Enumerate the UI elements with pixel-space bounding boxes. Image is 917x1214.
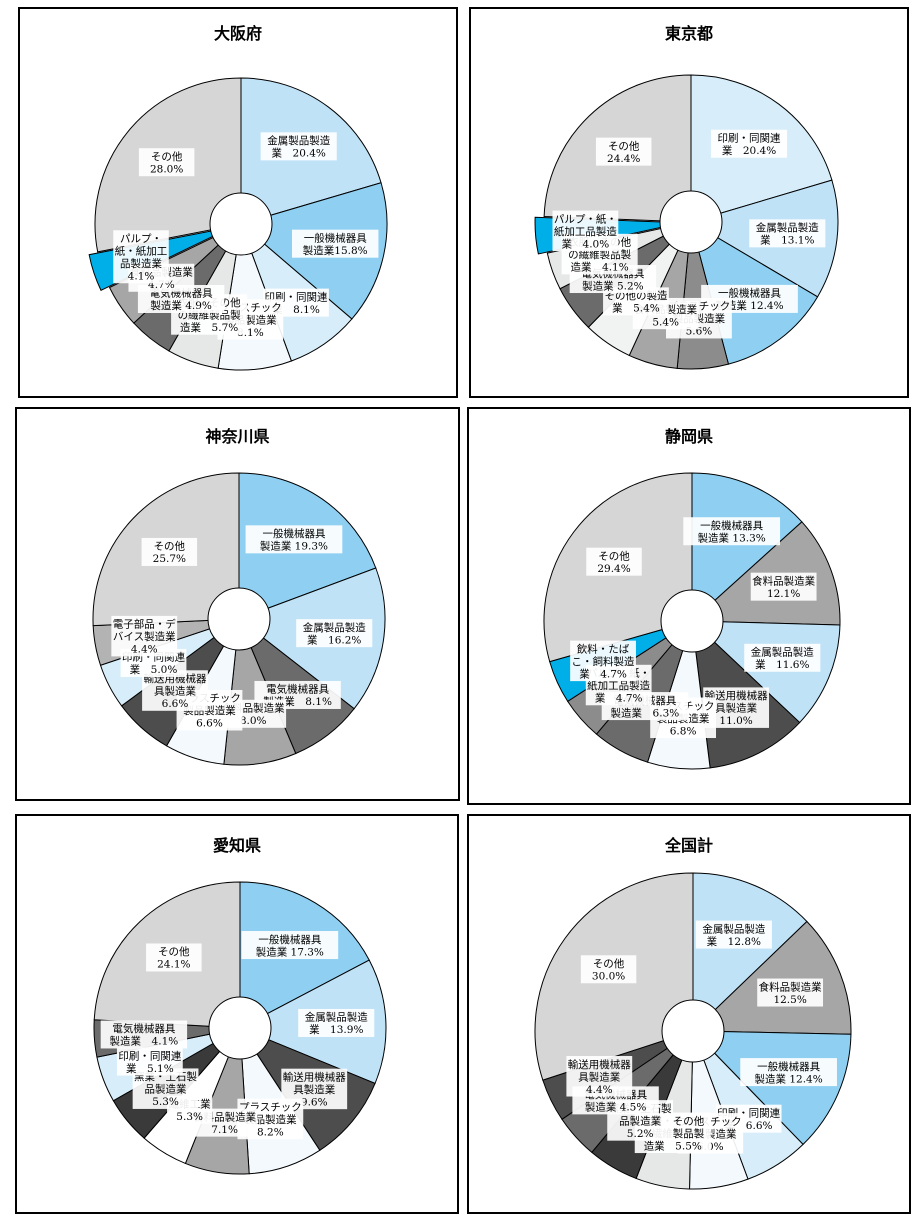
slice-label-bg bbox=[141, 537, 198, 566]
slice-label: 金属製品製造業 13.1% bbox=[756, 221, 819, 247]
slice-label: 一般機械器具製造業 13.3% bbox=[698, 519, 766, 545]
slice-label-bg bbox=[750, 572, 817, 601]
donut-hole bbox=[659, 190, 723, 254]
slice-label-bg bbox=[292, 229, 379, 258]
chart-title: 東京都 bbox=[664, 24, 713, 43]
slice-label-bg bbox=[142, 670, 208, 711]
donut-hole bbox=[660, 589, 724, 653]
slice-label-bg bbox=[580, 955, 637, 984]
slice-label-bg bbox=[757, 978, 824, 1007]
slice-label-bg bbox=[683, 517, 781, 546]
slice-label-bg bbox=[586, 547, 642, 576]
slice-label-bg bbox=[113, 230, 169, 284]
chart-title: 愛知県 bbox=[212, 836, 261, 855]
slice-label-bg bbox=[566, 1056, 633, 1097]
slice-label: その他 29.4% bbox=[597, 549, 630, 575]
slice-label: 飲料・たばこ・飼料製造業 4.7% bbox=[572, 642, 635, 680]
pie-chart-svg: 印刷・同関連業 20.4% 金属製品製造業 13.1% 一般機械器具製造業 12.4… bbox=[534, 74, 839, 370]
pie-panel-kanagawa: 神奈川県 一般機械器具製造業 19.3% 金属製品製造業 16.2% 電気機械器具製… bbox=[15, 407, 460, 801]
chart-title: 大阪府 bbox=[213, 24, 262, 43]
slice-label-bg bbox=[100, 1020, 188, 1049]
slice-label-bg bbox=[138, 148, 195, 177]
slice-label-bg bbox=[595, 137, 652, 166]
pie-chart-svg: 金属製品製造業 12.8%食料品製造業 12.5%一般機械器具製造業 12.4%印… bbox=[534, 872, 852, 1190]
slice-label: 食料品製造業 12.1% bbox=[752, 574, 815, 600]
slice-label-bg bbox=[744, 643, 821, 672]
pie-chart-svg: 金属製品製造業 20.4%一般機械器具製造業15.8%印刷・同関連業 8.1%プ… bbox=[88, 77, 388, 371]
slice-label: 一般機械器具製造業15.8% bbox=[303, 231, 368, 256]
slice-label: 一般機械器具製造業 19.3% bbox=[260, 527, 328, 553]
donut-hole bbox=[208, 996, 272, 1060]
slice-label: 一般機械器具製造業 12.4% bbox=[755, 1060, 823, 1086]
slice-label-bg bbox=[298, 1008, 375, 1037]
slice-label: その他 30.0% bbox=[592, 957, 625, 983]
slice-label-bg bbox=[710, 129, 788, 158]
pie-slice bbox=[691, 472, 803, 623]
chart-title: 全国計 bbox=[664, 836, 713, 855]
slice-label: その他 24.4% bbox=[607, 139, 640, 165]
slice-label-bg bbox=[241, 931, 339, 960]
pie-chart-svg: 一般機械器具製造業 17.3% 金属製品製造業 13.9% 輸送用機械器具製造業 9.… bbox=[93, 881, 387, 1175]
slice-label: 輸送用機械器具製造業 6.6% bbox=[143, 672, 206, 710]
slice-label: 電気機械器具製造業 4.1% bbox=[110, 1022, 179, 1047]
slice-label: その他 28.0% bbox=[150, 150, 183, 176]
slice-label-bg bbox=[740, 1058, 837, 1087]
slice-label: 金属製品製造業 20.4% bbox=[267, 134, 330, 160]
pie-panel-osaka: 大阪府 金属製品製造業 20.4% 一般機械器具製造業15.8% 印刷・同関連業 8… bbox=[18, 7, 458, 398]
chart-title: 静岡県 bbox=[664, 427, 713, 446]
slice-label-bg bbox=[695, 920, 772, 949]
pie-panel-shizuoka: 静岡県 一般機械器具製造業 13.3% 食料品製造業 12.1% 金属製品製造業 11… bbox=[467, 407, 911, 805]
donut-hole bbox=[661, 999, 725, 1063]
donut-hole bbox=[209, 192, 273, 256]
slice-label-bg bbox=[260, 132, 337, 161]
slice-label-bg bbox=[245, 525, 343, 554]
slice-label-bg bbox=[570, 640, 636, 682]
slice-label: 電子部品・デバイス製造業 4.4% bbox=[113, 618, 176, 656]
slice-label: パルプ・紙・紙加工品製造業 4.1% bbox=[115, 233, 168, 283]
pie-panel-national: 全国計 金属製品製造業 12.8% 食料品製造業 12.5% 一般機械器具製造業 12… bbox=[467, 814, 911, 1214]
donut-hole bbox=[207, 587, 271, 651]
chart-title: 神奈川県 bbox=[205, 427, 270, 446]
slice-label: 金属製品製造業 12.8% bbox=[702, 922, 765, 948]
slice-label: 金属製品製造業 13.9% bbox=[305, 1011, 368, 1037]
slice-label-bg bbox=[296, 619, 373, 648]
slice-label-bg bbox=[111, 615, 178, 657]
slice-label-bg bbox=[146, 943, 202, 972]
pie-chart-svg: 一般機械器具製造業 19.3%金属製品製造業 16.2%電気機械器具製造業 8.… bbox=[92, 472, 386, 766]
pie-slice bbox=[692, 872, 808, 1033]
slice-label: 一般機械器具製造業 17.3% bbox=[256, 933, 324, 959]
slice-label: 金属製品製造業 11.6% bbox=[751, 646, 814, 672]
pie-chart-svg: 一般機械器具製造業 13.3% 食料品製造業 12.1% 金属製品製造業 11.6% 輸… bbox=[543, 472, 841, 770]
slice-label: その他 24.1% bbox=[157, 945, 190, 971]
slice-label: 印刷・同関連業 5.1% bbox=[118, 1049, 181, 1075]
slice-label: 食料品製造業 12.5% bbox=[759, 980, 822, 1006]
slice-label: 金属製品製造業 16.2% bbox=[303, 621, 366, 647]
slice-label: その他 25.7% bbox=[153, 540, 186, 566]
slice-label-bg bbox=[552, 210, 619, 252]
slice-label: 輸送用機械器具製造業 4.4% bbox=[568, 1058, 631, 1096]
slice-label: 輸送用機械器具製造業 9.6% bbox=[283, 1070, 346, 1108]
slice-label-bg bbox=[116, 1047, 183, 1076]
slice-label: パルプ・紙・紙加工品製造業 4.0% bbox=[554, 212, 617, 250]
pie-panel-aichi: 愛知県 一般機械器具製造業 17.3% 金属製品製造業 13.9% 輸送用機械器具製… bbox=[15, 814, 459, 1214]
slice-label-bg bbox=[749, 219, 826, 248]
slice-label: 一般機械器具製造業 12.4% bbox=[715, 287, 783, 313]
slice-label: 輸送用機械器具製造業 11.0% bbox=[705, 689, 768, 727]
pie-panel-tokyo: 東京都 印刷・同関連業 20.4% 金属製品製造業 13.1% 一般機械器具製造業 … bbox=[469, 7, 909, 398]
slice-label: 印刷・同関連業 20.4% bbox=[718, 131, 781, 157]
